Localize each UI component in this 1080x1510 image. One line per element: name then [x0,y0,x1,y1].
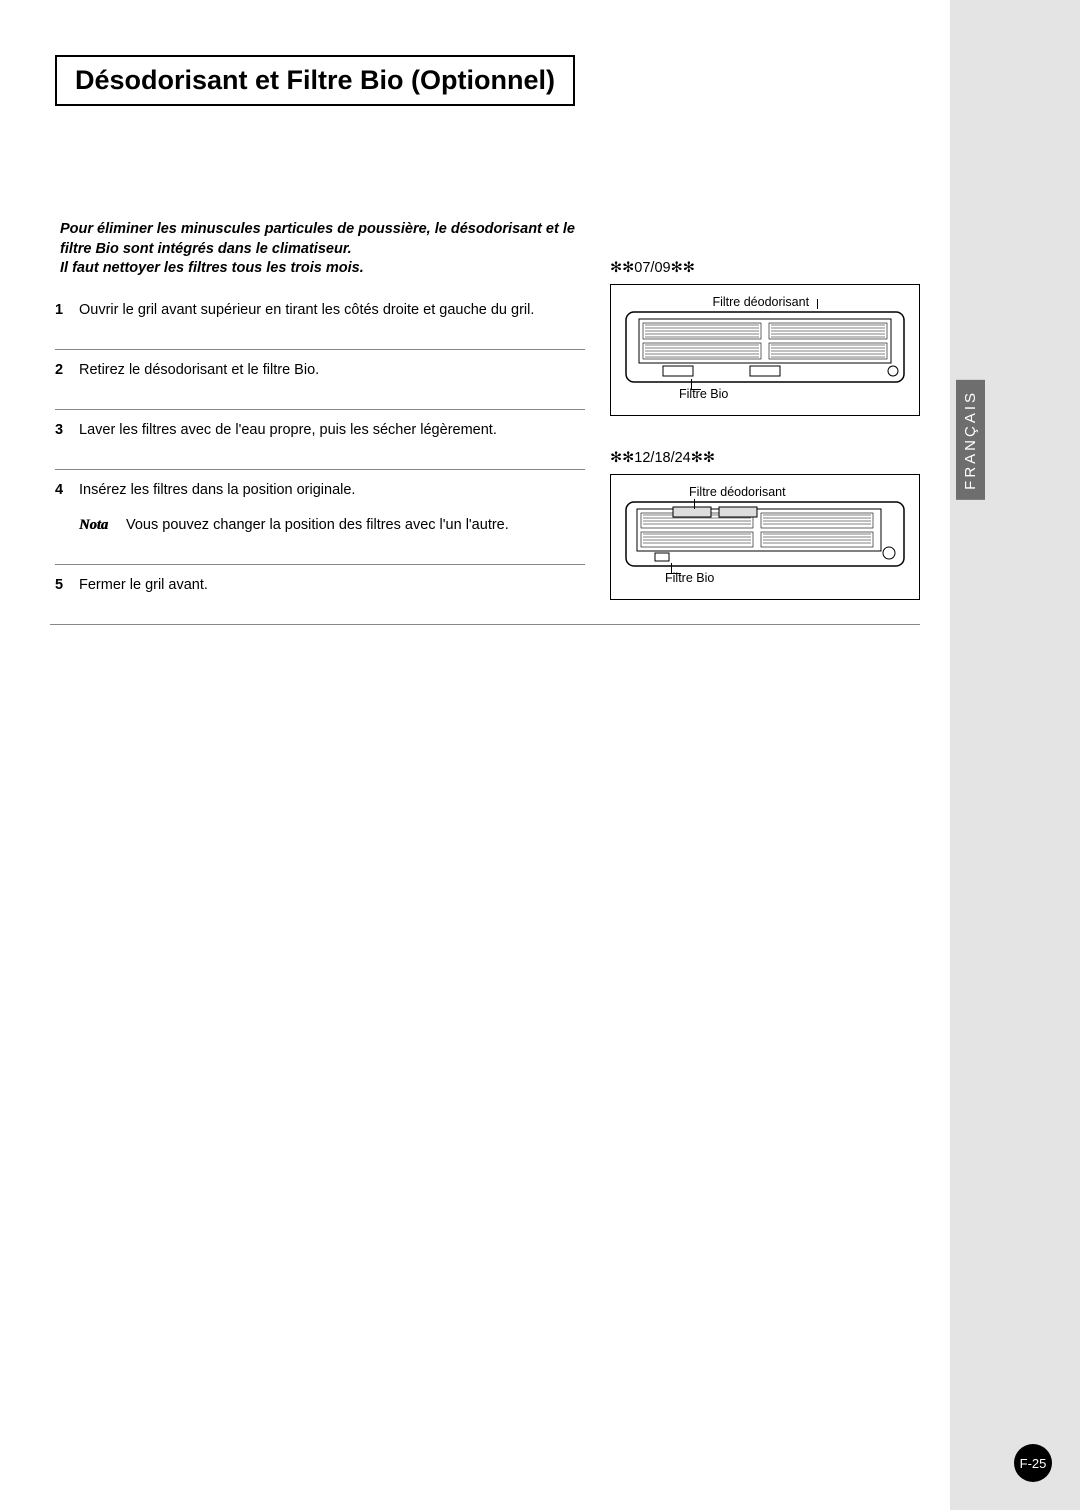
step-body: Insérez les filtres dans la position ori… [79,480,585,536]
diagram-box: Filtre déodorisant [610,474,920,600]
step-item: 4 Insérez les filtres dans la position o… [55,470,585,565]
ac-unit-diagram-icon [625,501,905,567]
model-label: ✻✻07/09✻✻ [610,260,920,276]
step-number: 5 [55,575,79,596]
ac-unit-diagram-icon [625,311,905,383]
right-margin-band [950,0,1080,1510]
label-filtre-deodorisant: Filtre déodorisant [619,295,911,309]
label-filtre-bio: Filtre Bio [619,571,911,585]
page-number: F-25 [1020,1456,1047,1471]
step-item: 1 Ouvrir le gril avant supérieur en tira… [55,290,585,350]
step-text: Ouvrir le gril avant supérieur en tirant… [79,300,585,321]
page-title: Désodorisant et Filtre Bio (Optionnel) [75,65,555,96]
steps-list: 1 Ouvrir le gril avant supérieur en tira… [55,290,585,625]
step-text: Retirez le désodorisant et le filtre Bio… [79,360,585,381]
page-title-box: Désodorisant et Filtre Bio (Optionnel) [55,55,575,106]
step-number: 3 [55,420,79,441]
step-text: Fermer le gril avant. [79,575,585,596]
step-text: Insérez les filtres dans la position ori… [79,480,585,501]
step-item: 3 Laver les filtres avec de l'eau propre… [55,410,585,470]
nota-text: Vous pouvez changer la position des filt… [126,515,509,536]
nota-label: Nota [79,515,108,536]
model-label: ✻✻12/18/24✻✻ [610,450,920,466]
step-number: 1 [55,300,79,321]
diagram-box: Filtre déodorisant [610,284,920,416]
step-number: 2 [55,360,79,381]
label-filtre-deodorisant: Filtre déodorisant [619,485,911,499]
step-item: 2 Retirez le désodorisant et le filtre B… [55,350,585,410]
diagram-block-121824: ✻✻12/18/24✻✻ Filtre déodorisant [610,450,920,600]
label-filtre-bio: Filtre Bio [619,387,911,401]
intro-line-2: Il faut nettoyer les filtres tous les tr… [60,260,364,276]
diagram-block-0709: ✻✻07/09✻✻ Filtre déodorisant [610,260,920,416]
full-width-rule [50,624,920,625]
intro-line-1: Pour éliminer les minuscules particules … [60,221,575,257]
step-nota: Nota Vous pouvez changer la position des… [79,515,585,536]
step-number: 4 [55,480,79,536]
step-text: Laver les filtres avec de l'eau propre, … [79,420,585,441]
intro-text: Pour éliminer les minuscules particules … [60,220,575,279]
page-number-badge: F-25 [1014,1444,1052,1482]
step-item: 5 Fermer le gril avant. [55,565,585,624]
language-tab: FRANÇAIS [956,380,985,500]
